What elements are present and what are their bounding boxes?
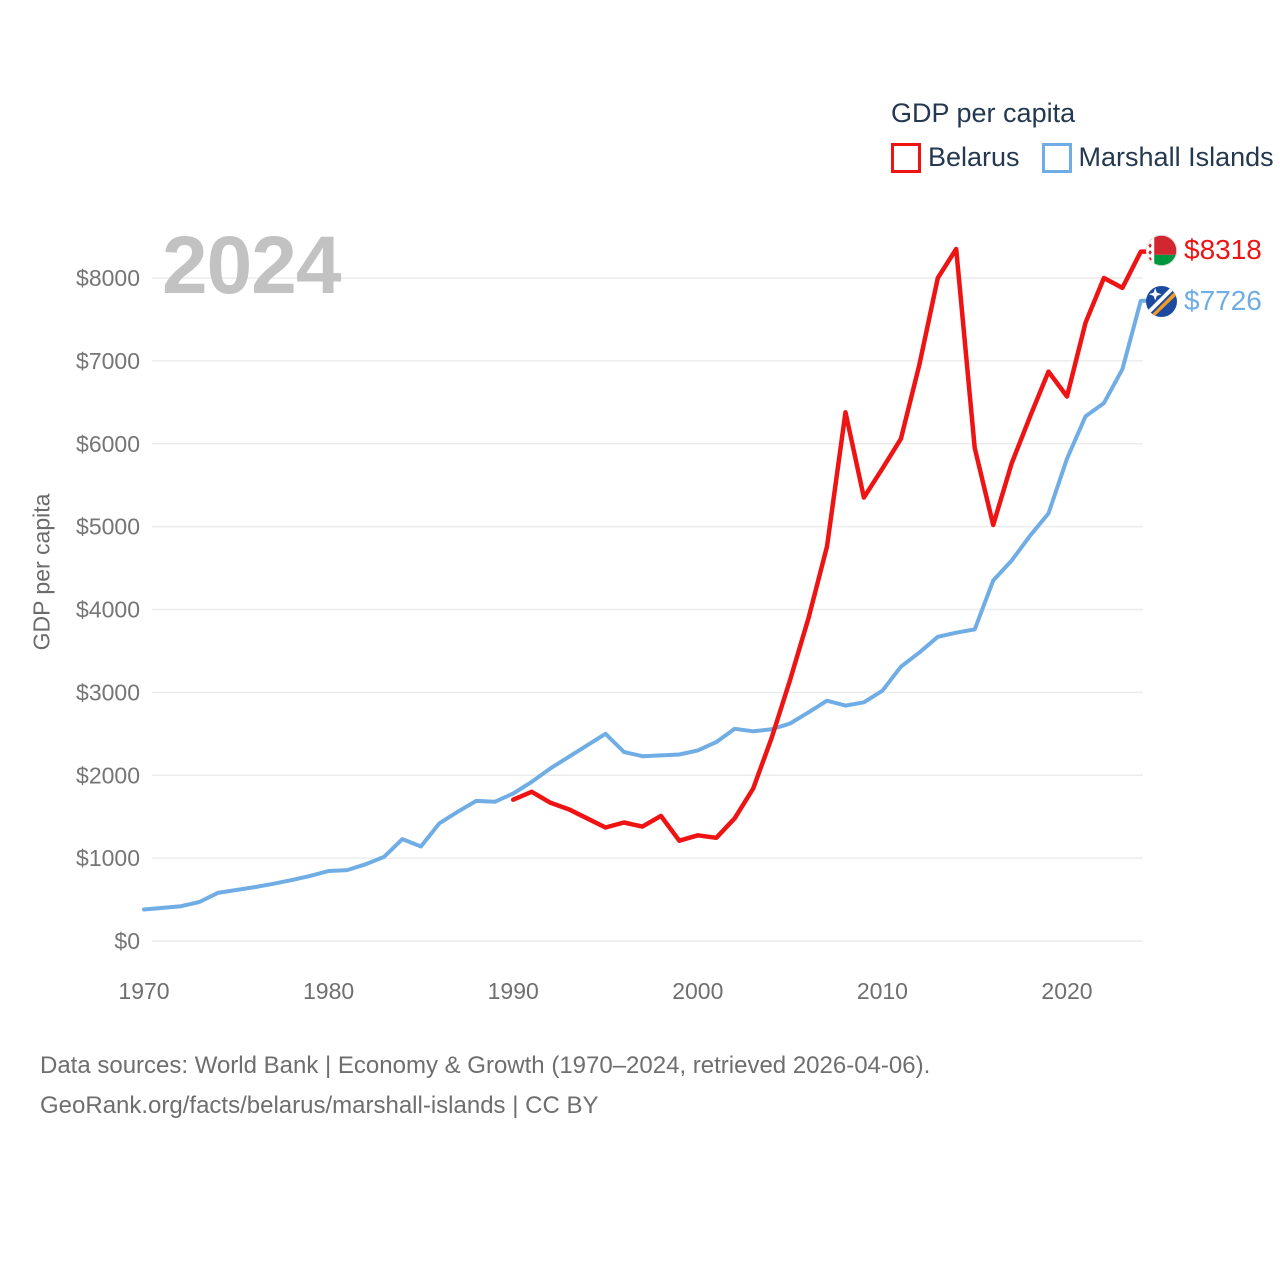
svg-text:2010: 2010 (857, 978, 908, 1004)
svg-text:$4000: $4000 (76, 597, 140, 623)
series-lines (142, 246, 1152, 912)
svg-text:1990: 1990 (488, 978, 539, 1004)
footer-attribution: GeoRank.org/facts/belarus/marshall-islan… (40, 1092, 599, 1119)
legend-row: Belarus Marshall Islands (891, 142, 1280, 173)
svg-text:$3000: $3000 (76, 679, 140, 705)
belarus-end-label: $8318 (1146, 234, 1262, 266)
footer-data-sources: Data sources: World Bank | Economy & Gro… (40, 1052, 931, 1079)
legend-label-belarus: Belarus (928, 142, 1020, 172)
svg-text:$2000: $2000 (76, 762, 140, 788)
svg-text:$6000: $6000 (76, 431, 140, 457)
series-line-belarus (510, 246, 1152, 843)
marshall-islands-flag-icon (1146, 285, 1177, 317)
legend-item-marshall-islands[interactable]: Marshall Islands (1041, 142, 1274, 173)
marshall-islands-end-label: $7726 (1146, 285, 1262, 317)
chart-legend: GDP per capita Belarus Marshall Islands (891, 98, 1280, 173)
marshall-islands-end-value: $7726 (1184, 285, 1262, 316)
svg-text:2000: 2000 (672, 978, 723, 1004)
footer: Data sources: World Bank | Economy & Gro… (40, 1046, 930, 1126)
y-axis-title: GDP per capita (28, 493, 55, 651)
gridlines (152, 277, 1143, 942)
legend-item-belarus[interactable]: Belarus (891, 142, 1020, 173)
svg-text:2020: 2020 (1041, 978, 1092, 1004)
y-axis-tick-labels: $0 $1000 $2000 $3000 $4000 $5000 $6000 $7000 $80… (76, 265, 140, 954)
legend-label-marshall-islands: Marshall Islands (1078, 142, 1274, 172)
svg-text:$5000: $5000 (76, 514, 140, 540)
svg-text:$1000: $1000 (76, 845, 140, 871)
svg-text:$8000: $8000 (76, 265, 140, 291)
svg-text:$0: $0 (114, 928, 140, 954)
series-line-marshall-islands (142, 298, 1151, 912)
legend-title: GDP per capita (891, 98, 1076, 128)
svg-text:1980: 1980 (303, 978, 354, 1004)
belarus-end-value: $8318 (1184, 234, 1262, 265)
x-axis-tick-labels: 1970 1980 1990 2000 2010 2020 (118, 978, 1092, 1004)
belarus-flag-icon (1146, 234, 1177, 266)
marshall-islands-series-swatch-icon (1041, 142, 1072, 173)
belarus-series-swatch-icon (891, 142, 921, 173)
svg-text:$7000: $7000 (76, 348, 140, 374)
svg-text:1970: 1970 (118, 978, 169, 1004)
year-watermark: 2024 (162, 220, 341, 311)
